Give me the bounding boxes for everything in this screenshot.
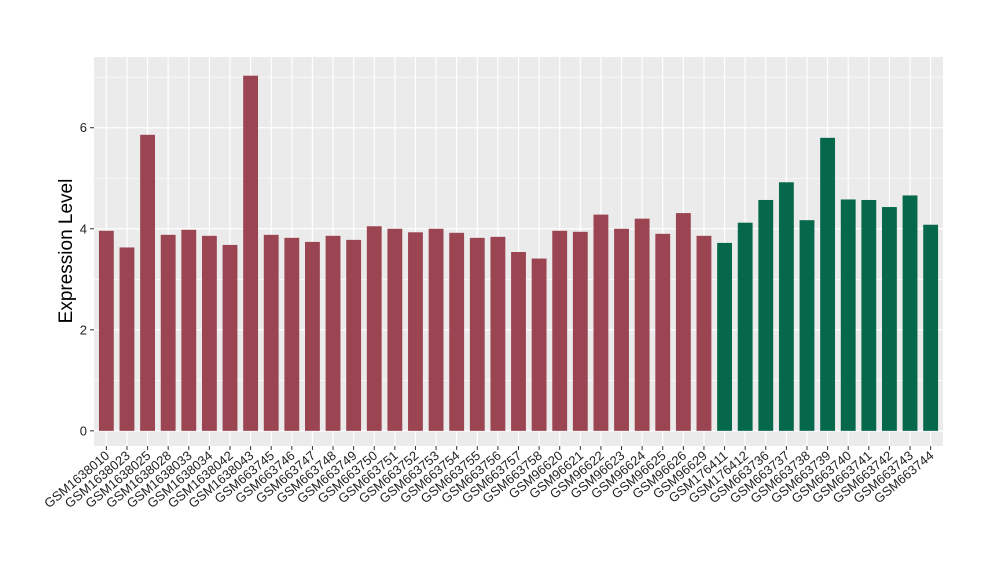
x-axis: GSM1638010GSM1638023GSM1638025GSM1638028… — [41, 446, 937, 511]
y-tick-label: 4 — [80, 221, 87, 236]
bar-GSM663756 — [490, 236, 506, 431]
bar-GSM663755 — [469, 237, 485, 431]
bar-GSM176412 — [737, 222, 753, 431]
bar-GSM1638034 — [201, 235, 217, 431]
bar-GSM663753 — [428, 228, 444, 431]
bar-GSM663749 — [346, 239, 362, 431]
y-tick-label: 0 — [80, 423, 87, 438]
bar-GSM663744 — [923, 224, 939, 431]
bar-GSM1638042 — [222, 244, 238, 431]
bar-GSM663743 — [902, 195, 918, 431]
bar-GSM96624 — [634, 218, 650, 431]
bar-GSM663740 — [840, 199, 856, 431]
bar-GSM663751 — [387, 228, 403, 431]
bar-GSM96623 — [614, 228, 629, 431]
bar-GSM663750 — [366, 226, 382, 431]
bar-GSM663752 — [408, 232, 423, 431]
bar-GSM663739 — [820, 137, 836, 431]
bars-group — [98, 75, 939, 431]
bar-GSM663741 — [861, 199, 877, 431]
bar-GSM96620 — [552, 230, 568, 431]
bar-GSM1638023 — [119, 247, 135, 431]
bar-GSM176411 — [717, 242, 732, 431]
bar-GSM96622 — [593, 214, 609, 431]
bar-GSM663742 — [882, 207, 897, 431]
y-axis-label: Expression Level — [56, 179, 77, 324]
bar-GSM663737 — [778, 182, 794, 431]
bar-GSM663745 — [263, 234, 279, 431]
bar-GSM663746 — [284, 237, 300, 431]
y-tick-label: 2 — [80, 322, 87, 337]
bar-GSM96621 — [572, 231, 588, 431]
bar-GSM96625 — [655, 233, 671, 431]
bar-GSM1638033 — [181, 229, 197, 431]
bar-GSM663747 — [305, 241, 320, 431]
bar-GSM663757 — [511, 252, 526, 431]
bar-GSM663754 — [449, 232, 465, 431]
bar-GSM663738 — [799, 220, 815, 431]
y-tick-label: 6 — [80, 120, 87, 135]
y-axis: 0 2 4 6 — [80, 120, 94, 438]
bar-GSM96629 — [696, 235, 712, 431]
bar-GSM1638025 — [140, 134, 155, 431]
bar-GSM1638028 — [160, 234, 176, 431]
bar-GSM663758 — [531, 258, 547, 431]
bar-GSM663748 — [325, 235, 341, 431]
bar-GSM96626 — [675, 213, 691, 431]
bar-GSM663736 — [758, 199, 774, 431]
bar-GSM1638010 — [98, 230, 114, 431]
bar-GSM1638043 — [243, 75, 259, 431]
